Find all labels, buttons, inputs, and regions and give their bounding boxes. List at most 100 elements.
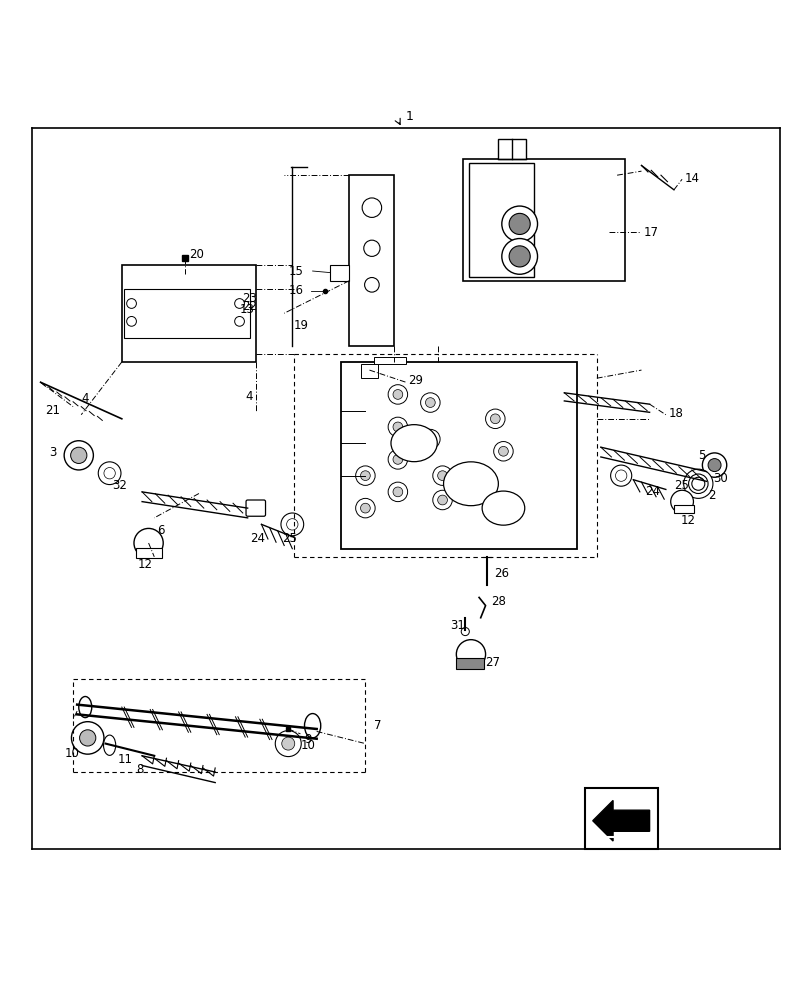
Text: 28: 28 bbox=[491, 595, 505, 608]
Circle shape bbox=[501, 206, 537, 242]
Text: 26: 26 bbox=[493, 567, 508, 580]
FancyBboxPatch shape bbox=[497, 139, 526, 159]
Circle shape bbox=[707, 459, 720, 472]
Circle shape bbox=[683, 469, 712, 498]
Circle shape bbox=[104, 468, 115, 479]
Circle shape bbox=[508, 213, 530, 234]
Circle shape bbox=[432, 490, 452, 510]
FancyBboxPatch shape bbox=[330, 265, 349, 281]
Text: 13: 13 bbox=[239, 303, 254, 316]
Text: 27: 27 bbox=[484, 656, 499, 669]
Text: 31: 31 bbox=[450, 619, 465, 632]
Circle shape bbox=[508, 246, 530, 267]
Circle shape bbox=[437, 471, 447, 481]
Text: 20: 20 bbox=[189, 248, 204, 261]
Circle shape bbox=[360, 471, 370, 481]
Text: 12: 12 bbox=[138, 558, 152, 571]
Circle shape bbox=[393, 422, 402, 432]
Text: 12: 12 bbox=[680, 514, 694, 527]
Text: 1: 1 bbox=[406, 110, 414, 123]
Circle shape bbox=[420, 429, 440, 449]
Circle shape bbox=[461, 627, 469, 636]
Ellipse shape bbox=[391, 425, 436, 462]
Circle shape bbox=[702, 453, 726, 477]
Text: 23: 23 bbox=[242, 292, 256, 305]
Circle shape bbox=[610, 465, 631, 486]
Text: 4: 4 bbox=[245, 390, 252, 403]
Circle shape bbox=[364, 278, 379, 292]
Text: 24: 24 bbox=[250, 532, 264, 545]
Text: 3: 3 bbox=[49, 446, 56, 459]
Circle shape bbox=[281, 737, 294, 750]
Circle shape bbox=[501, 239, 537, 274]
Circle shape bbox=[688, 474, 707, 494]
Circle shape bbox=[127, 299, 136, 308]
Circle shape bbox=[425, 434, 435, 444]
FancyBboxPatch shape bbox=[124, 289, 250, 338]
Polygon shape bbox=[592, 800, 649, 841]
Ellipse shape bbox=[104, 735, 115, 755]
Circle shape bbox=[355, 498, 375, 518]
Ellipse shape bbox=[304, 714, 320, 738]
Circle shape bbox=[98, 462, 121, 485]
FancyBboxPatch shape bbox=[246, 500, 265, 516]
FancyBboxPatch shape bbox=[456, 658, 483, 669]
Circle shape bbox=[127, 316, 136, 326]
FancyBboxPatch shape bbox=[373, 357, 406, 364]
Text: 32: 32 bbox=[112, 479, 127, 492]
Circle shape bbox=[437, 495, 447, 505]
Circle shape bbox=[456, 640, 485, 669]
Circle shape bbox=[71, 447, 87, 463]
Text: 22: 22 bbox=[242, 300, 256, 313]
FancyBboxPatch shape bbox=[349, 175, 393, 346]
Circle shape bbox=[393, 487, 402, 497]
FancyBboxPatch shape bbox=[462, 159, 624, 281]
Text: 17: 17 bbox=[643, 226, 658, 239]
FancyBboxPatch shape bbox=[584, 788, 657, 849]
Circle shape bbox=[286, 519, 298, 530]
Text: 11: 11 bbox=[118, 753, 132, 766]
Circle shape bbox=[432, 466, 452, 485]
Circle shape bbox=[360, 503, 370, 513]
Text: 30: 30 bbox=[712, 472, 727, 485]
Circle shape bbox=[134, 528, 163, 558]
FancyBboxPatch shape bbox=[673, 505, 693, 513]
Text: 6: 6 bbox=[157, 524, 164, 537]
Circle shape bbox=[388, 417, 407, 437]
Text: 14: 14 bbox=[684, 172, 698, 185]
Circle shape bbox=[388, 385, 407, 404]
Circle shape bbox=[79, 730, 96, 746]
Text: 8: 8 bbox=[136, 763, 144, 776]
Text: 2: 2 bbox=[707, 489, 714, 502]
FancyBboxPatch shape bbox=[341, 362, 576, 549]
Text: 16: 16 bbox=[288, 284, 303, 297]
Text: 21: 21 bbox=[45, 404, 59, 417]
Text: 24: 24 bbox=[645, 485, 659, 498]
Text: 29: 29 bbox=[408, 374, 423, 387]
Circle shape bbox=[493, 442, 513, 461]
Ellipse shape bbox=[482, 491, 524, 525]
Circle shape bbox=[490, 414, 500, 424]
FancyBboxPatch shape bbox=[135, 548, 161, 558]
Circle shape bbox=[393, 455, 402, 464]
Circle shape bbox=[691, 477, 704, 490]
Circle shape bbox=[388, 450, 407, 469]
Text: 4: 4 bbox=[81, 392, 88, 405]
Text: 19: 19 bbox=[294, 319, 308, 332]
Text: 25: 25 bbox=[281, 532, 296, 545]
Text: 10: 10 bbox=[300, 739, 315, 752]
Text: 15: 15 bbox=[288, 265, 303, 278]
FancyBboxPatch shape bbox=[469, 163, 534, 277]
Circle shape bbox=[275, 731, 301, 757]
Text: 25: 25 bbox=[673, 479, 688, 492]
Circle shape bbox=[498, 446, 508, 456]
Circle shape bbox=[234, 299, 244, 308]
Circle shape bbox=[388, 482, 407, 502]
Ellipse shape bbox=[443, 462, 498, 506]
Circle shape bbox=[281, 513, 303, 536]
Circle shape bbox=[425, 398, 435, 407]
Circle shape bbox=[670, 490, 693, 513]
Circle shape bbox=[234, 316, 244, 326]
Circle shape bbox=[420, 393, 440, 412]
Circle shape bbox=[362, 198, 381, 217]
